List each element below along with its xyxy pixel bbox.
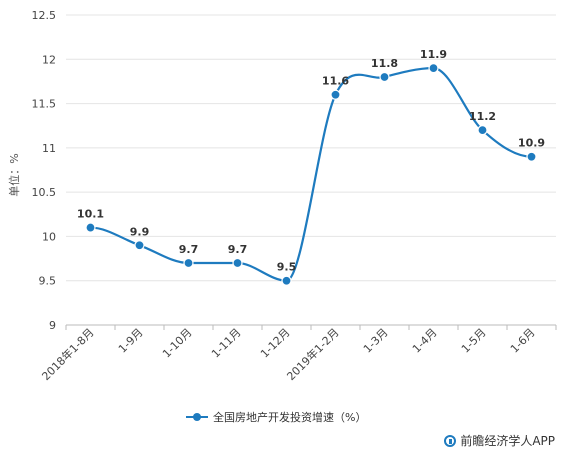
data-point [428,63,439,74]
data-point [183,257,194,269]
data-label: 11.8 [371,57,398,70]
brand-watermark: 前瞻经济学人APP [444,432,555,449]
data-label: 9.5 [277,261,297,274]
data-label: 9.9 [130,225,150,238]
data-point [281,275,292,286]
x-tick-label: 1-10月 [160,326,195,361]
data-point [85,222,96,233]
series-line [90,67,532,282]
x-tick-label: 1-3月 [361,326,391,356]
data-label: 11.9 [420,48,447,61]
data-label: 9.7 [179,243,199,256]
data-point [379,71,390,83]
x-tick-label: 1-6月 [508,326,538,356]
brand-text: 前瞻经济学人APP [460,434,555,448]
y-tick-label: 10.5 [32,186,57,199]
x-tick-label: 1-4月 [410,326,440,356]
y-tick-label: 11.5 [32,98,57,111]
qianzhan-logo-icon [444,434,457,447]
x-tick-label: 1-5月 [459,326,489,356]
x-tick-label: 2019年1-2月 [284,325,342,383]
series-group: 10.1 9.9 9.7 9.7 9.5 11.6 11.8 11.9 11.2 10.9 [77,48,545,286]
data-label: 10.1 [77,208,104,221]
y-tick-label: 9.5 [39,275,57,288]
data-point [526,151,537,162]
y-tick-label: 11 [42,142,56,155]
x-tick-label: 1-11月 [209,326,244,361]
legend-label: 全国房地产开发投资增速（%） [213,411,367,424]
x-tick-label: 2018年1-8月 [39,325,97,383]
y-tick-label: 9 [49,319,56,332]
data-point [134,240,145,251]
y-axis-label: 单位：% [7,153,21,196]
y-axis: 9 9.5 10 10.5 11 11.5 12 12.5 [32,9,57,332]
x-tick-label: 1-12月 [258,326,293,361]
x-tick-label: 1-9月 [116,326,146,356]
y-tick-label: 12 [42,53,56,66]
data-label: 9.7 [228,243,248,256]
data-point [232,257,243,269]
data-point [330,89,341,100]
gridlines [66,14,556,326]
y-tick-label: 12.5 [32,9,57,22]
data-label: 11.2 [469,110,496,123]
data-label: 11.6 [322,75,349,88]
legend-marker-icon [186,412,208,422]
legend: 全国房地产开发投资增速（%） [186,409,366,425]
y-tick-label: 10 [42,230,56,243]
data-label: 10.9 [518,137,545,150]
data-point [477,125,488,136]
